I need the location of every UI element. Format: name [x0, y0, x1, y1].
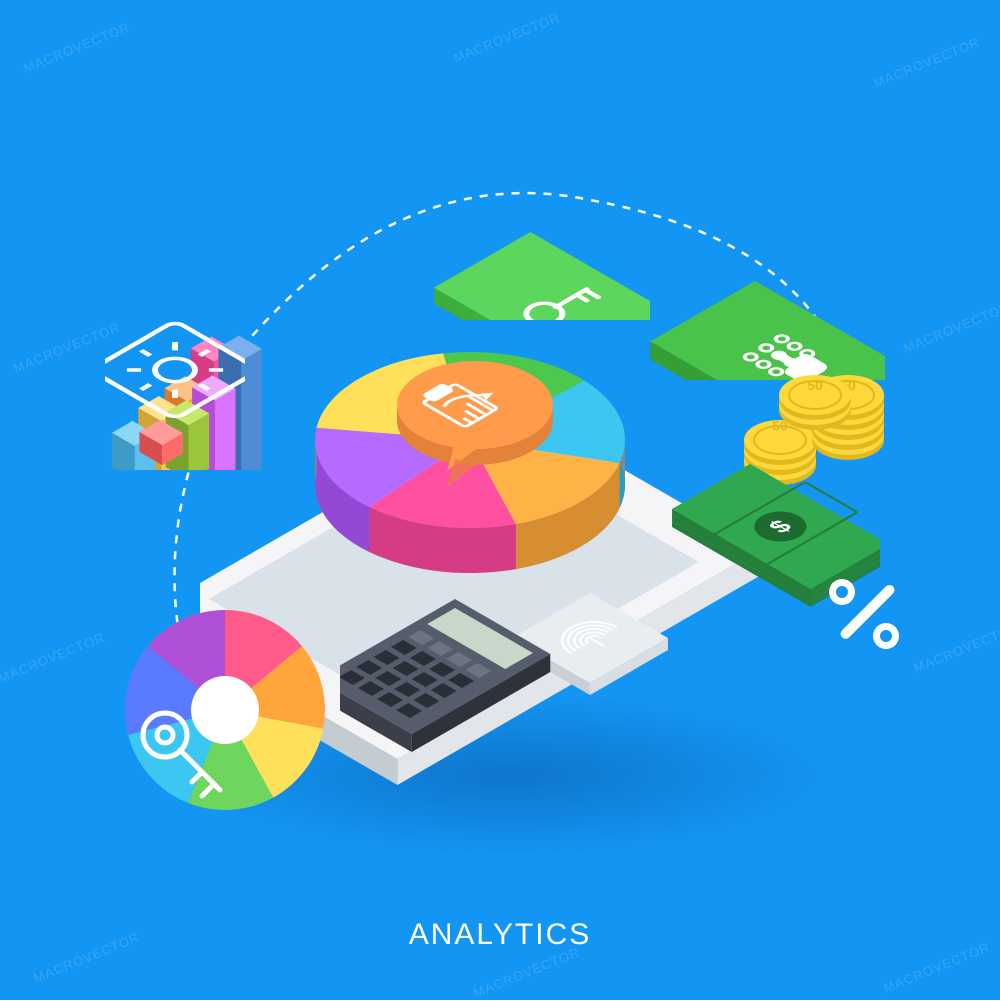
key-icon — [130, 700, 240, 820]
report-badge — [380, 340, 570, 490]
percent-icon — [820, 570, 910, 660]
page-title: ANALYTICS — [0, 918, 1000, 952]
calculator — [340, 595, 570, 845]
